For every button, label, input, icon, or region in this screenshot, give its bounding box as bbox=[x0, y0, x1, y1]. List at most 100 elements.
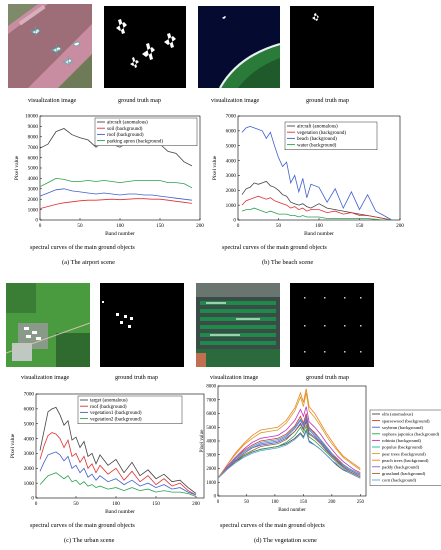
y-tick-label: 1000 bbox=[226, 203, 237, 209]
y-tick-label: 5000 bbox=[226, 143, 237, 149]
y-tick-label: 6000 bbox=[24, 407, 35, 413]
legend-label: elm (anomalous) bbox=[382, 412, 413, 417]
series-line bbox=[39, 472, 197, 497]
y-tick-label: 7000 bbox=[24, 392, 35, 398]
x-tick-label: 0 bbox=[39, 223, 42, 229]
vegetation-visualization-caption: visualization image bbox=[210, 374, 259, 381]
ground-truth-dot bbox=[344, 297, 346, 299]
series-line bbox=[217, 392, 361, 479]
x-tick-label: 100 bbox=[271, 500, 279, 505]
urban-visualization-caption: visualization image bbox=[21, 374, 70, 381]
ground-truth-dot bbox=[324, 325, 326, 327]
x-tick-label: 100 bbox=[315, 223, 323, 229]
urban-ground-truth-map bbox=[100, 283, 184, 367]
y-axis-label: Pixel value bbox=[199, 429, 205, 453]
legend-label: aircraft (anomalous) bbox=[297, 125, 338, 130]
legend-label: parking apron (background) bbox=[107, 139, 163, 144]
y-tick-label: 6000 bbox=[226, 129, 237, 135]
x-tick-label: 200 bbox=[196, 223, 204, 229]
series-line bbox=[39, 432, 197, 496]
vegetation-visualization-svg bbox=[196, 283, 280, 367]
legend-box bbox=[284, 121, 378, 150]
y-tick-label: 4000 bbox=[206, 440, 216, 445]
urban-ground-truth-svg bbox=[102, 301, 133, 328]
y-tick-label: 4000 bbox=[28, 176, 39, 182]
y-tick-label: 7000 bbox=[28, 145, 39, 151]
airport-spectral-chart: 0100020003000400050006000700080009000100… bbox=[14, 114, 204, 237]
ground-truth-dot bbox=[344, 325, 346, 327]
vegetation-spectral-chart: 0 1000 2000 3000 4000 5000 6000 7000 8000 0 50 100 1… bbox=[199, 385, 441, 513]
x-tick-label: 200 bbox=[396, 223, 404, 229]
y-tick-label: 3000 bbox=[206, 453, 216, 458]
y-axis-label: Pixel value bbox=[14, 155, 20, 180]
legend-label: grassland (background) bbox=[382, 471, 426, 476]
series-line bbox=[217, 418, 361, 479]
ground-truth-dot bbox=[324, 351, 326, 353]
series-line bbox=[39, 451, 197, 496]
series-line bbox=[39, 188, 193, 201]
x-tick-label: 100 bbox=[116, 223, 124, 229]
y-tick-label: 6000 bbox=[206, 412, 216, 417]
series-line bbox=[241, 195, 392, 221]
series-line bbox=[241, 125, 393, 221]
x-tick-label: 0 bbox=[237, 223, 240, 229]
ground-truth-dot bbox=[324, 297, 326, 299]
airport-ground-truth-svg bbox=[116, 19, 176, 68]
x-tick-label: 0 bbox=[217, 500, 220, 505]
x-tick-label: 50 bbox=[77, 223, 83, 229]
airport-ground-truth-caption: ground truth map bbox=[118, 97, 161, 104]
vegetation-scene-label: (d) The vegetation scene bbox=[254, 537, 317, 544]
beach-scene-label: (b) The beach scene bbox=[262, 259, 314, 266]
ground-truth-dot bbox=[344, 351, 346, 353]
y-tick-label: 7000 bbox=[226, 114, 237, 120]
legend-label: vegetation (background) bbox=[297, 131, 346, 136]
beach-visualization-image bbox=[198, 6, 280, 88]
beach-visualization-caption: visualization image bbox=[211, 97, 260, 104]
ground-truth-dot bbox=[304, 325, 306, 327]
urban-spectral-chart: 0 1000 2000 3000 4000 5000 6000 7000 0 50 100 150 20… bbox=[10, 392, 205, 515]
airport-visualization-svg bbox=[8, 4, 92, 88]
series-line bbox=[39, 177, 193, 189]
legend-label: corn (background) bbox=[382, 478, 417, 483]
series-line bbox=[217, 388, 361, 479]
y-tick-label: 10000 bbox=[25, 114, 38, 120]
y-tick-label: 0 bbox=[233, 218, 236, 224]
y-tick-label: 2000 bbox=[24, 466, 35, 472]
series-line bbox=[241, 180, 392, 221]
y-tick-label: 1000 bbox=[24, 481, 35, 487]
y-tick-label: 9000 bbox=[28, 124, 39, 130]
y-tick-label: 1000 bbox=[206, 481, 216, 486]
x-tick-label: 0 bbox=[35, 501, 38, 507]
beach-spectral-chart: 0 1000 2000 3000 4000 5000 6000 7000 0 50 100 150 20… bbox=[212, 114, 404, 237]
legend-label: soybean (background) bbox=[382, 425, 423, 430]
legend-box bbox=[369, 409, 441, 486]
y-tick-label: 8000 bbox=[28, 135, 39, 141]
beach-ground-truth-caption: ground truth map bbox=[306, 97, 349, 104]
legend-label: water (background) bbox=[297, 143, 337, 148]
x-tick-label: 50 bbox=[244, 500, 249, 505]
y-tick-label: 3000 bbox=[28, 187, 39, 193]
ground-truth-dot bbox=[360, 325, 362, 327]
legend-label: aircraft (anomalous) bbox=[107, 121, 148, 126]
y-tick-label: 6000 bbox=[28, 155, 39, 161]
y-tick-label: 0 bbox=[31, 496, 34, 502]
x-axis-label: Band number bbox=[105, 509, 135, 515]
x-axis-label: Band number bbox=[278, 507, 306, 513]
y-tick-label: 7000 bbox=[206, 398, 216, 403]
ground-truth-dot bbox=[304, 297, 306, 299]
vegetation-ground-truth-caption: ground truth map bbox=[306, 374, 349, 381]
ground-truth-dot bbox=[304, 351, 306, 353]
x-tick-label: 200 bbox=[328, 500, 336, 505]
x-tick-label: 150 bbox=[356, 223, 364, 229]
x-tick-label: 250 bbox=[357, 500, 365, 505]
y-axis-label: Pixel value bbox=[10, 433, 16, 458]
series-line bbox=[217, 420, 361, 479]
x-tick-label: 50 bbox=[73, 501, 79, 507]
urban-visualization-image bbox=[6, 283, 90, 367]
y-tick-label: 4000 bbox=[24, 436, 35, 442]
y-tick-label: 5000 bbox=[24, 421, 35, 427]
y-tick-label: 5000 bbox=[206, 426, 216, 431]
series-line bbox=[217, 414, 361, 479]
urban-scene-label: (c) The urban scene bbox=[64, 537, 115, 544]
legend-box bbox=[94, 117, 198, 146]
